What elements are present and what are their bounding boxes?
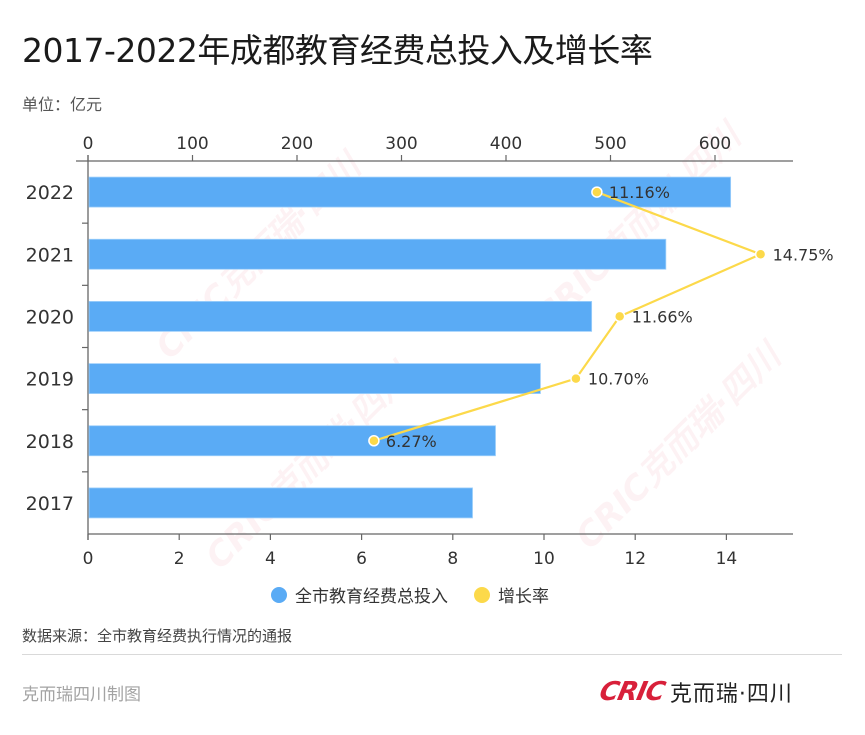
top-tick-label: 0 bbox=[83, 134, 94, 154]
bottom-tick-label: 8 bbox=[447, 549, 458, 569]
bottom-tick-label: 6 bbox=[356, 549, 367, 569]
growth-point[interactable] bbox=[570, 372, 582, 385]
category-label: 2020 bbox=[26, 306, 74, 328]
growth-label: 6.27% bbox=[386, 432, 437, 451]
category-label: 2019 bbox=[26, 369, 74, 391]
category-label: 2018 bbox=[26, 431, 74, 453]
growth-label: 11.66% bbox=[632, 307, 693, 326]
legend-dot-yellow-icon bbox=[474, 586, 490, 603]
bar-2021[interactable] bbox=[88, 238, 667, 270]
growth-point[interactable] bbox=[591, 186, 603, 198]
growth-point[interactable] bbox=[368, 435, 380, 447]
divider bbox=[22, 654, 842, 655]
growth-label: 11.16% bbox=[609, 183, 670, 202]
chart-title: 2017-2022年成都教育经费总投入及增长率 bbox=[22, 31, 653, 70]
bottom-tick-label: 14 bbox=[716, 549, 738, 569]
legend-label: 全市教育经费总投入 bbox=[295, 587, 448, 607]
growth-label: 14.75% bbox=[773, 245, 834, 264]
top-tick-label: 500 bbox=[594, 134, 626, 154]
bar-2018[interactable] bbox=[88, 425, 496, 457]
top-tick-label: 600 bbox=[699, 134, 731, 154]
top-tick-label: 300 bbox=[385, 134, 417, 154]
category-label: 2021 bbox=[26, 244, 74, 266]
bottom-tick-label: 12 bbox=[624, 549, 646, 569]
category-label: 2022 bbox=[26, 182, 74, 204]
data-source: 数据来源：全市教育经费执行情况的通报 bbox=[22, 627, 293, 645]
credit-text: 克而瑞四川制图 bbox=[22, 685, 141, 705]
bottom-tick-label: 4 bbox=[265, 549, 276, 569]
cric-logo-icon: CRIC bbox=[596, 677, 668, 707]
legend-dot-blue-icon bbox=[271, 586, 287, 603]
top-tick-label: 100 bbox=[176, 134, 208, 154]
brand-text: 克而瑞·四川 bbox=[669, 682, 793, 707]
bar-2020[interactable] bbox=[88, 301, 593, 332]
bottom-tick-label: 10 bbox=[533, 549, 555, 569]
category-label: 2017 bbox=[26, 493, 74, 515]
growth-point[interactable] bbox=[754, 248, 767, 260]
top-tick-label: 200 bbox=[281, 134, 313, 154]
top-tick-label: 400 bbox=[490, 134, 522, 154]
bottom-tick-label: 2 bbox=[174, 549, 185, 569]
bottom-tick-label: 0 bbox=[83, 549, 94, 569]
growth-label: 10.70% bbox=[588, 370, 649, 389]
legend: 全市教育经费总投入 增长率 bbox=[271, 582, 575, 607]
growth-point[interactable] bbox=[613, 310, 626, 323]
legend-item-investment[interactable]: 全市教育经费总投入 bbox=[271, 582, 448, 607]
bar-2019[interactable] bbox=[88, 363, 541, 394]
bar-2017[interactable] bbox=[88, 487, 473, 519]
unit-label: 单位：亿元 bbox=[22, 95, 103, 114]
legend-item-growth[interactable]: 增长率 bbox=[474, 582, 549, 607]
legend-label: 增长率 bbox=[498, 587, 549, 607]
brand-logo: CRIC 克而瑞·四川 bbox=[596, 676, 793, 708]
